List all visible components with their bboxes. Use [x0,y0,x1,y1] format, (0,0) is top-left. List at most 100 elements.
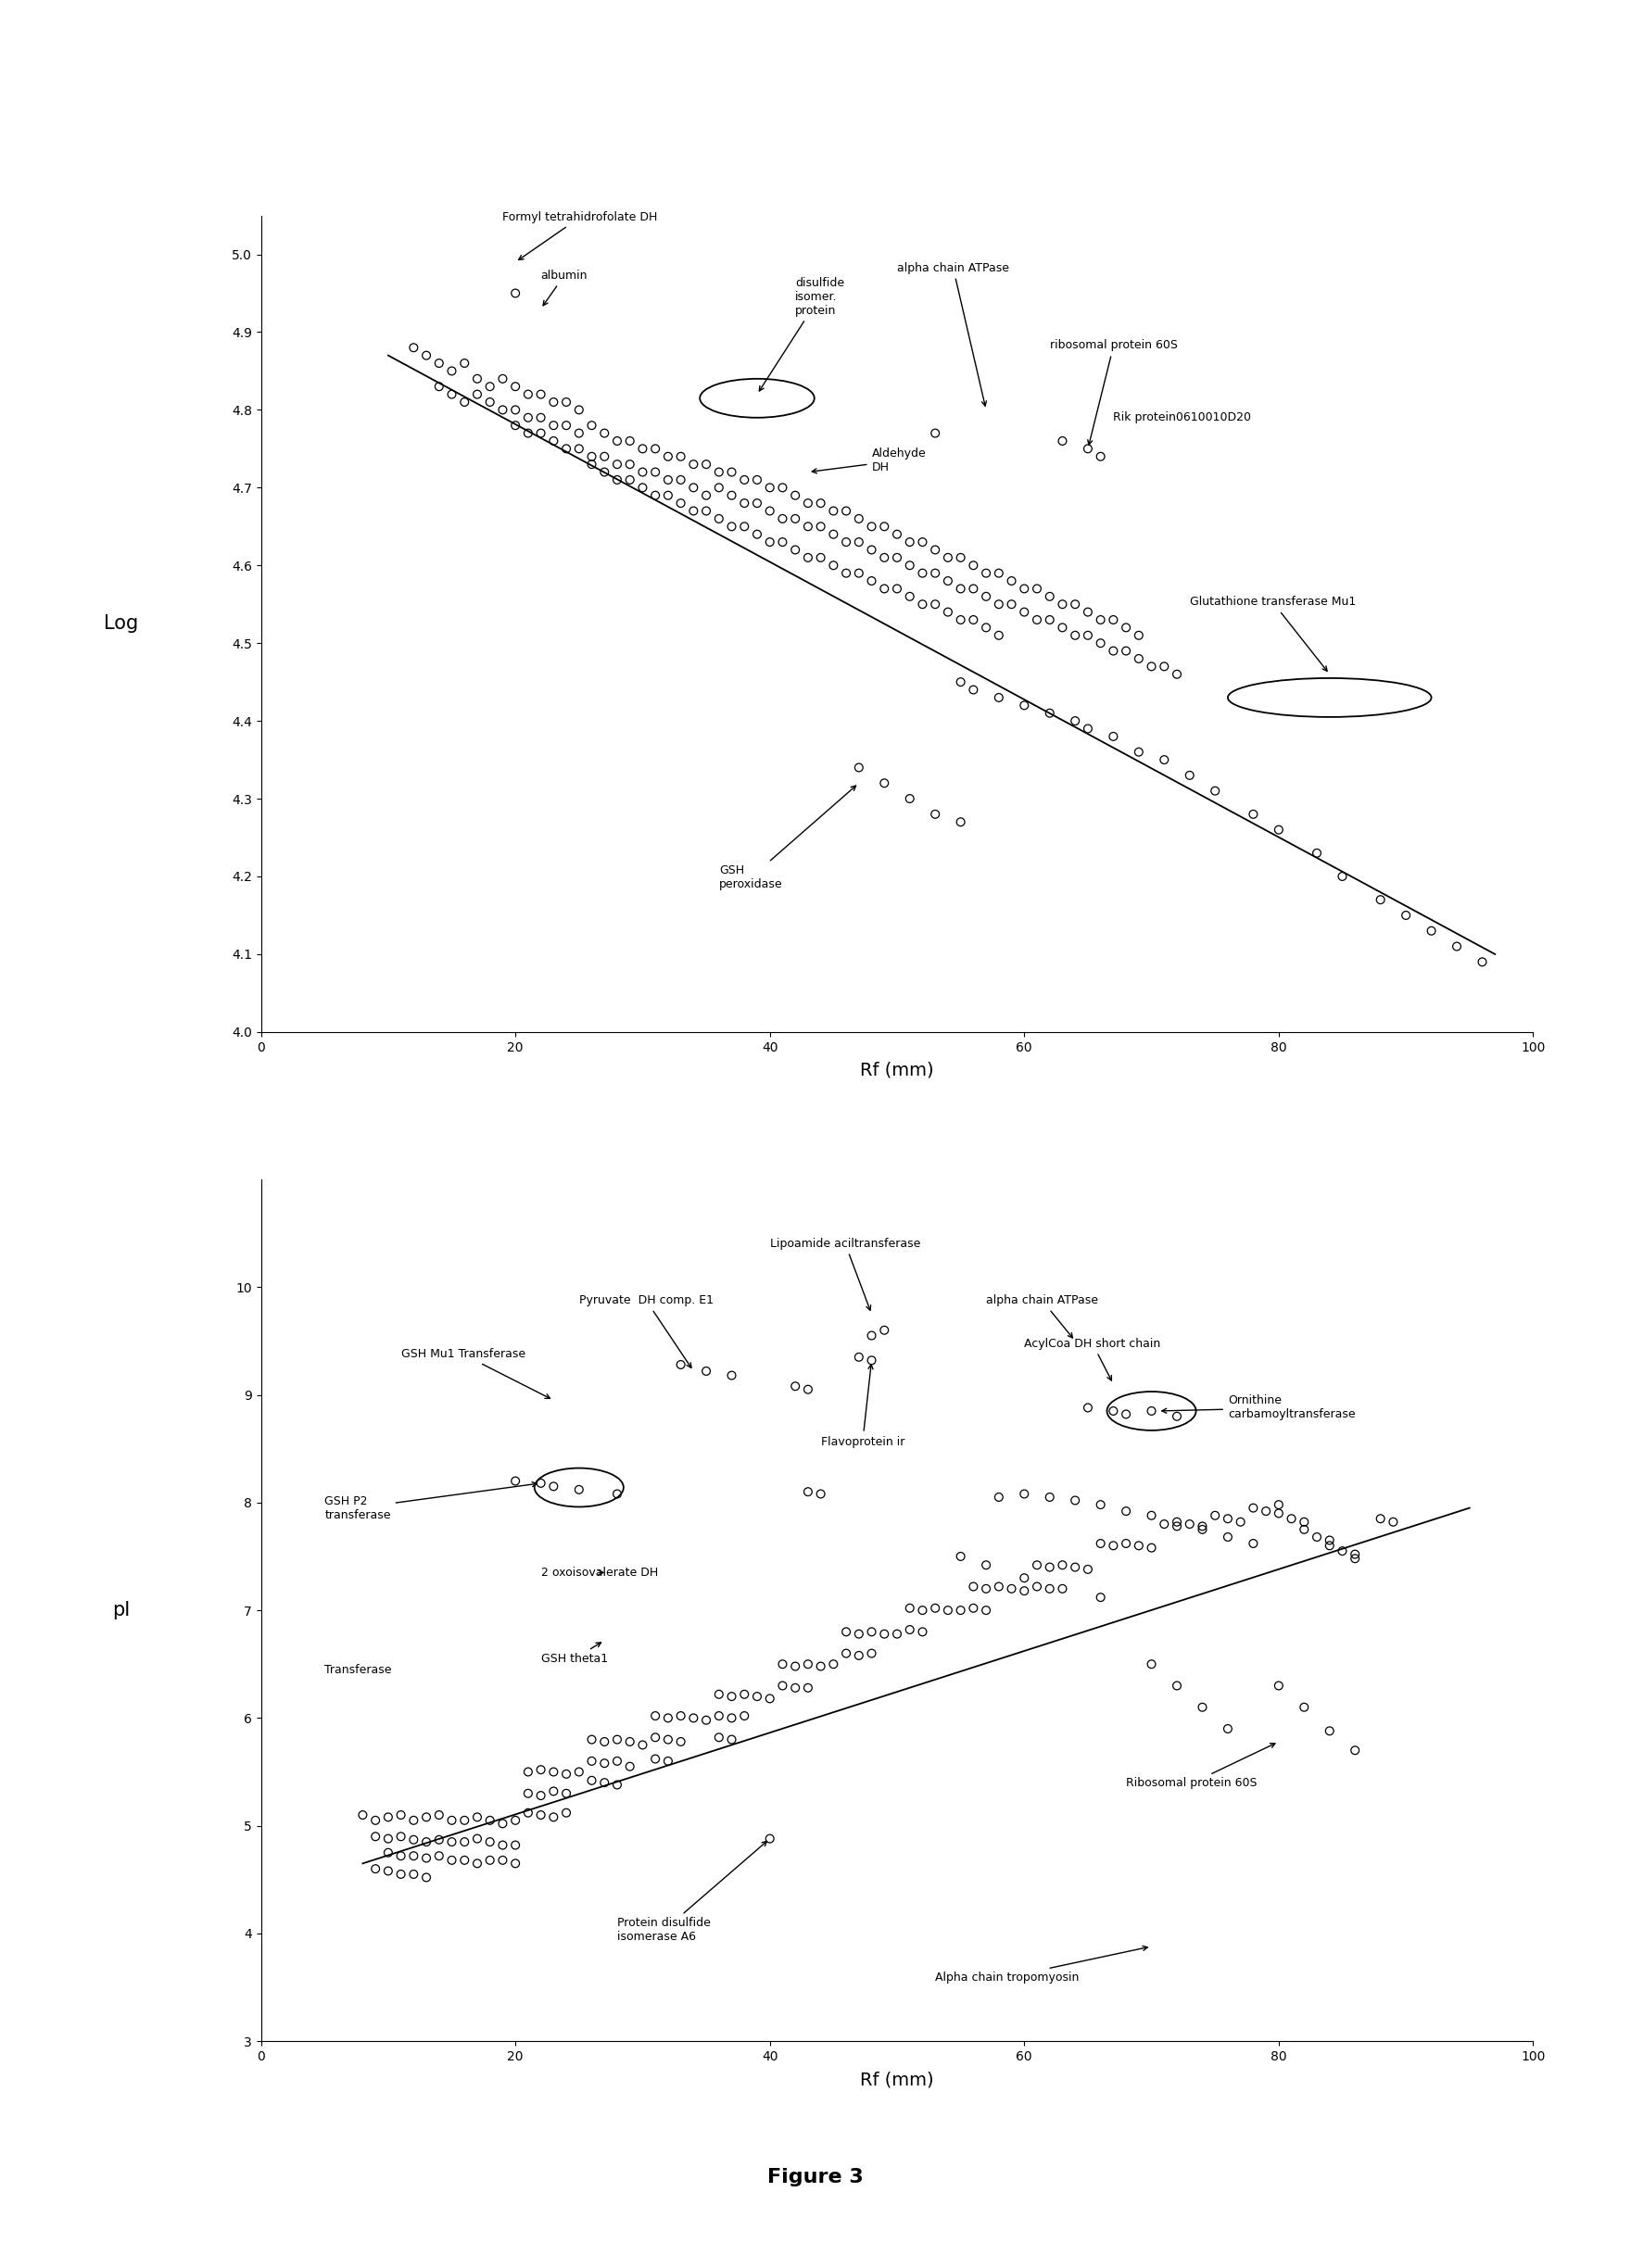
Point [744,463,770,499]
Point [1062,617,1088,653]
Point [1316,1522,1342,1558]
Point [579,408,605,445]
Point [910,1615,936,1651]
Point [630,1726,656,1762]
Point [897,780,923,816]
Point [985,617,1011,653]
Point [706,1719,732,1755]
Point [757,524,783,560]
Point [1037,601,1063,637]
Point [974,578,1000,615]
Point [515,399,541,435]
Point [592,454,618,490]
Point [375,1853,401,1889]
Point [1024,601,1050,637]
Point [731,1699,757,1735]
Point [592,1765,618,1801]
Point [1125,735,1151,771]
Point [1266,1667,1292,1703]
Point [667,438,693,474]
Point [948,803,974,839]
Point [820,1647,846,1683]
Point [783,531,809,567]
Point [935,562,961,599]
Point [643,1742,669,1778]
Point [1088,438,1114,474]
Text: Aldehyde
DH: Aldehyde DH [812,447,926,474]
Point [1329,857,1355,894]
Point [566,392,592,429]
Point [502,1846,528,1882]
Point [553,1755,579,1792]
Point [948,540,974,576]
Point [401,1821,427,1857]
Point [1342,1535,1368,1572]
Point [1189,1690,1215,1726]
Point [452,383,478,420]
Point [489,392,515,429]
Point [1011,1572,1037,1608]
Point [1228,1504,1254,1540]
Point [1279,1501,1305,1538]
Point [515,1776,541,1812]
Point [731,463,757,499]
Point [1011,572,1037,608]
Point [846,501,873,538]
Point [413,1823,439,1860]
Point [680,447,706,483]
Point [910,556,936,592]
Point [1419,912,1445,948]
Point [439,1803,465,1839]
Point [1101,1529,1127,1565]
Point [489,1842,515,1878]
Point [1037,1479,1063,1515]
Point [1303,1520,1329,1556]
Point [1202,773,1228,810]
Point [553,408,579,445]
Point [974,1569,1000,1606]
Point [858,1343,884,1379]
Point [1112,633,1138,669]
Point [1088,601,1114,637]
Point [528,1796,555,1833]
Point [910,585,936,621]
Point [401,1837,427,1873]
Point [948,1538,974,1574]
Text: Protein disulfide
isomerase A6: Protein disulfide isomerase A6 [617,1842,767,1944]
Point [1138,1647,1165,1683]
Text: Transferase: Transferase [325,1662,391,1676]
Point [833,492,860,528]
Point [465,1821,491,1857]
Point [603,1476,630,1513]
Point [884,572,910,608]
Point [1316,1712,1342,1749]
Point [719,1356,745,1393]
Point [656,1701,682,1737]
Point [974,610,1000,646]
Point [783,476,809,513]
Text: Formyl tetrahidrofolate DH: Formyl tetrahidrofolate DH [502,211,657,261]
Point [502,1463,528,1499]
Point [452,1803,478,1839]
Point [452,1823,478,1860]
Point [540,1774,566,1810]
Point [731,485,757,522]
Point [1176,1506,1202,1542]
Point [680,469,706,506]
Point [465,1799,491,1835]
Text: disulfide
isomer.
protein: disulfide isomer. protein [760,277,845,390]
Point [897,547,923,583]
Point [502,408,528,445]
Point [1240,1526,1266,1563]
Point [922,1590,948,1626]
Text: Flavoprotein ir: Flavoprotein ir [820,1365,905,1447]
Point [540,1753,566,1789]
Point [1049,422,1075,458]
Point [1125,1529,1151,1565]
Point [439,376,465,413]
Text: Pyruvate  DH comp. E1: Pyruvate DH comp. E1 [579,1295,713,1368]
Point [757,469,783,506]
Text: Figure 3: Figure 3 [768,2168,863,2186]
Point [617,1749,643,1785]
Point [592,438,618,474]
